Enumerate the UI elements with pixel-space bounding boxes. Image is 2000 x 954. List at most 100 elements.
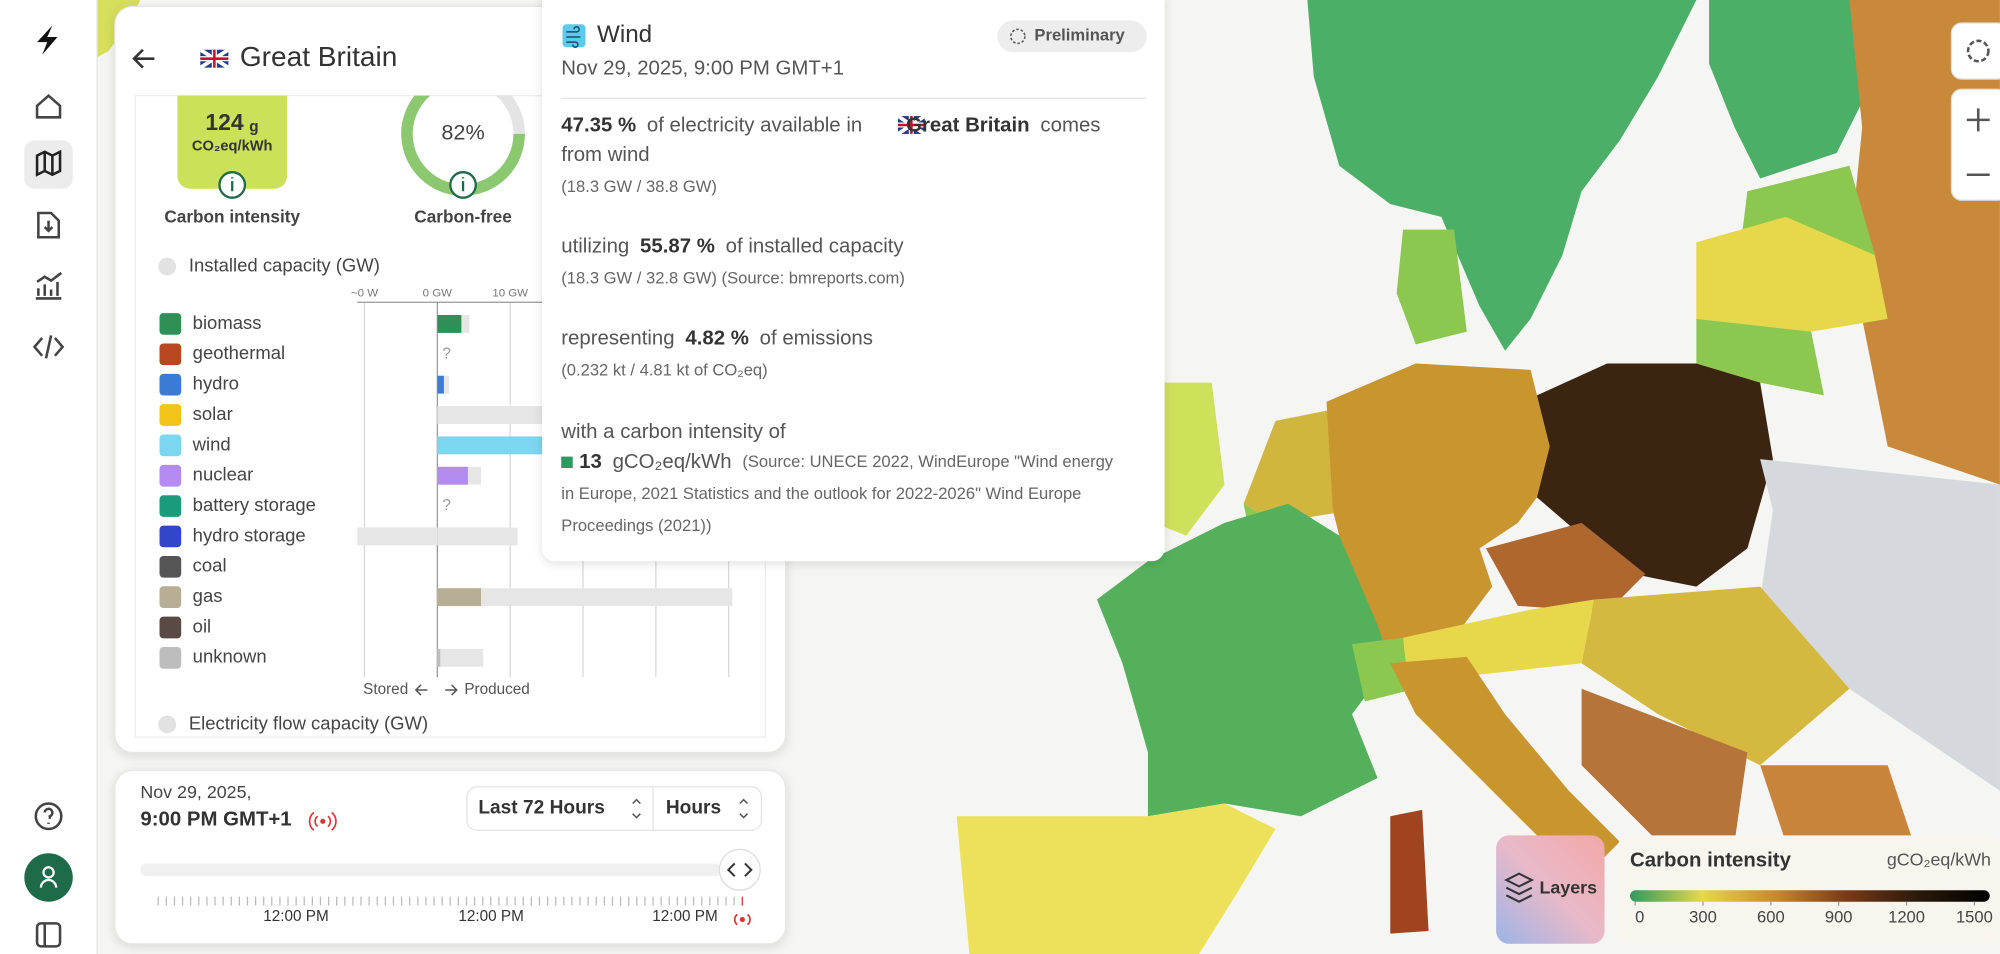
production-bar — [437, 436, 571, 455]
section-title: Installed capacity (GW) — [189, 254, 380, 275]
nav-charts[interactable] — [35, 271, 63, 300]
settings-button[interactable] — [1950, 22, 2000, 80]
source-label: hydro — [193, 373, 239, 394]
handle-icon — [726, 862, 753, 877]
source-label: coal — [193, 555, 227, 576]
region — [1485, 522, 1646, 613]
graphic: 124 g CO₂eq/kWh — [177, 95, 525, 196]
legend-tick-label: 600 — [1757, 908, 1785, 927]
source-label: gas — [193, 585, 223, 606]
arrow-left — [414, 684, 428, 696]
utilization-line: utilizing 55.87 % of installed capacity — [561, 236, 904, 258]
source-icon — [159, 616, 182, 639]
timeline-date: Nov 29, 2025, — [140, 782, 251, 802]
intensity-source: (Source: UNECE 2022, WindEurope "Wind en… — [742, 452, 1113, 471]
timeline-ticks — [157, 896, 743, 906]
map-legend: Layers Carbon intensity gCO₂eq/kWh 0 300 6… — [1496, 835, 2000, 944]
intensity-swatch — [561, 456, 573, 469]
source-label: wind — [192, 433, 231, 454]
layers-button[interactable] — [1496, 835, 1605, 944]
status-badge — [997, 20, 1147, 53]
badge-icon — [1010, 28, 1026, 45]
region — [1760, 765, 1914, 842]
x-tick-label: ~0 W — [351, 287, 378, 299]
source-icon — [159, 555, 182, 578]
region — [1760, 459, 2000, 791]
logo[interactable] — [37, 25, 58, 55]
resolution-select-value[interactable]: Hours — [666, 798, 721, 819]
legend-box — [1617, 835, 2000, 944]
share-value: 47.35 % — [561, 115, 636, 137]
source-icon — [159, 434, 182, 457]
arrow-right — [445, 684, 458, 696]
source-label: battery storage — [193, 494, 316, 515]
source-icon — [159, 647, 182, 669]
intensity-source: in Europe, 2021 Statistics and the outlo… — [561, 484, 1081, 503]
region — [1536, 363, 1773, 587]
capacity-bar — [437, 527, 518, 546]
wind-glyph — [566, 26, 581, 48]
source-icon — [159, 495, 182, 517]
source-label: geothermal — [193, 342, 285, 363]
emissions-line: representing 4.82 % of emissions — [561, 328, 873, 350]
storage-capacity-bar — [357, 527, 438, 546]
region — [1352, 637, 1416, 702]
share-text: of electricity available in — [647, 115, 862, 137]
slider-track[interactable] — [140, 863, 721, 877]
region — [1396, 229, 1467, 345]
production-bar — [437, 588, 482, 607]
carbon-intensity-unit: g — [249, 119, 258, 136]
zoom-in-button[interactable] — [1966, 108, 1990, 132]
zone-name: Great Britain — [906, 115, 1030, 137]
share-text: from wind — [561, 144, 649, 166]
legend-tick-label: 1200 — [1888, 908, 1925, 927]
back-button[interactable] — [132, 48, 155, 69]
utilization-detail: (18.3 GW / 32.8 GW) (Source: bmreports.c… — [561, 269, 905, 288]
legend-gradient — [1630, 890, 1990, 902]
legend-tick-label: 900 — [1825, 908, 1853, 927]
range-select-value[interactable]: Last 72 Hours — [478, 798, 604, 819]
stored-label: Stored — [363, 681, 408, 698]
region — [1390, 656, 1620, 881]
nav-export[interactable] — [37, 211, 61, 239]
legend-title: Carbon intensity — [1630, 849, 1792, 871]
region — [1581, 688, 1748, 842]
legend-unit: gCO₂eq/kWh — [1887, 850, 1991, 870]
x-tick-label: 10 GW — [492, 287, 528, 299]
legend-tick-label: 1500 — [1956, 908, 1993, 927]
utilization-value: 55.87 % — [640, 236, 715, 258]
utilization-text: utilizing — [561, 236, 629, 258]
slider-handle[interactable] — [718, 848, 761, 891]
source-icon — [159, 343, 182, 366]
nav-api[interactable] — [32, 335, 65, 359]
timeline-tick-label: 12:00 PM — [263, 908, 328, 925]
badge-label: Preliminary — [1034, 26, 1125, 45]
live-icon — [308, 811, 337, 831]
source-icon — [159, 525, 182, 548]
source-icon — [159, 464, 182, 487]
production-bar — [437, 315, 462, 333]
timeline-time: 9:00 PM GMT+1 — [140, 808, 291, 830]
nav-collapse[interactable] — [35, 922, 62, 948]
nav-help[interactable] — [34, 802, 63, 831]
emissions-detail: (0.232 kt / 4.81 kt of CO₂eq) — [561, 361, 767, 380]
carbon-intensity-unit-detail: CO₂eq/kWh — [192, 139, 273, 155]
carbon-free-value: 82% — [441, 120, 484, 145]
share-detail: (18.3 GW / 38.8 GW) — [561, 177, 717, 196]
carbon-free-arc — [401, 95, 525, 196]
legend-tick-label: 300 — [1689, 908, 1717, 927]
x-tick-label: 0 GW — [423, 287, 452, 299]
nav-map[interactable] — [35, 149, 62, 177]
layers-icon — [1504, 872, 1535, 903]
graphic — [308, 811, 337, 831]
region — [1307, 0, 1697, 351]
missing-value: ? — [442, 497, 451, 514]
tooltip-datetime: Nov 29, 2025, 9:00 PM GMT+1 — [561, 57, 844, 79]
toggle-installed-capacity[interactable] — [158, 257, 177, 276]
nav-home[interactable] — [35, 93, 62, 119]
source-label: biomass — [193, 312, 262, 333]
toggle-flow-capacity[interactable] — [158, 715, 177, 734]
intensity-text: with a carbon intensity of — [560, 421, 786, 443]
